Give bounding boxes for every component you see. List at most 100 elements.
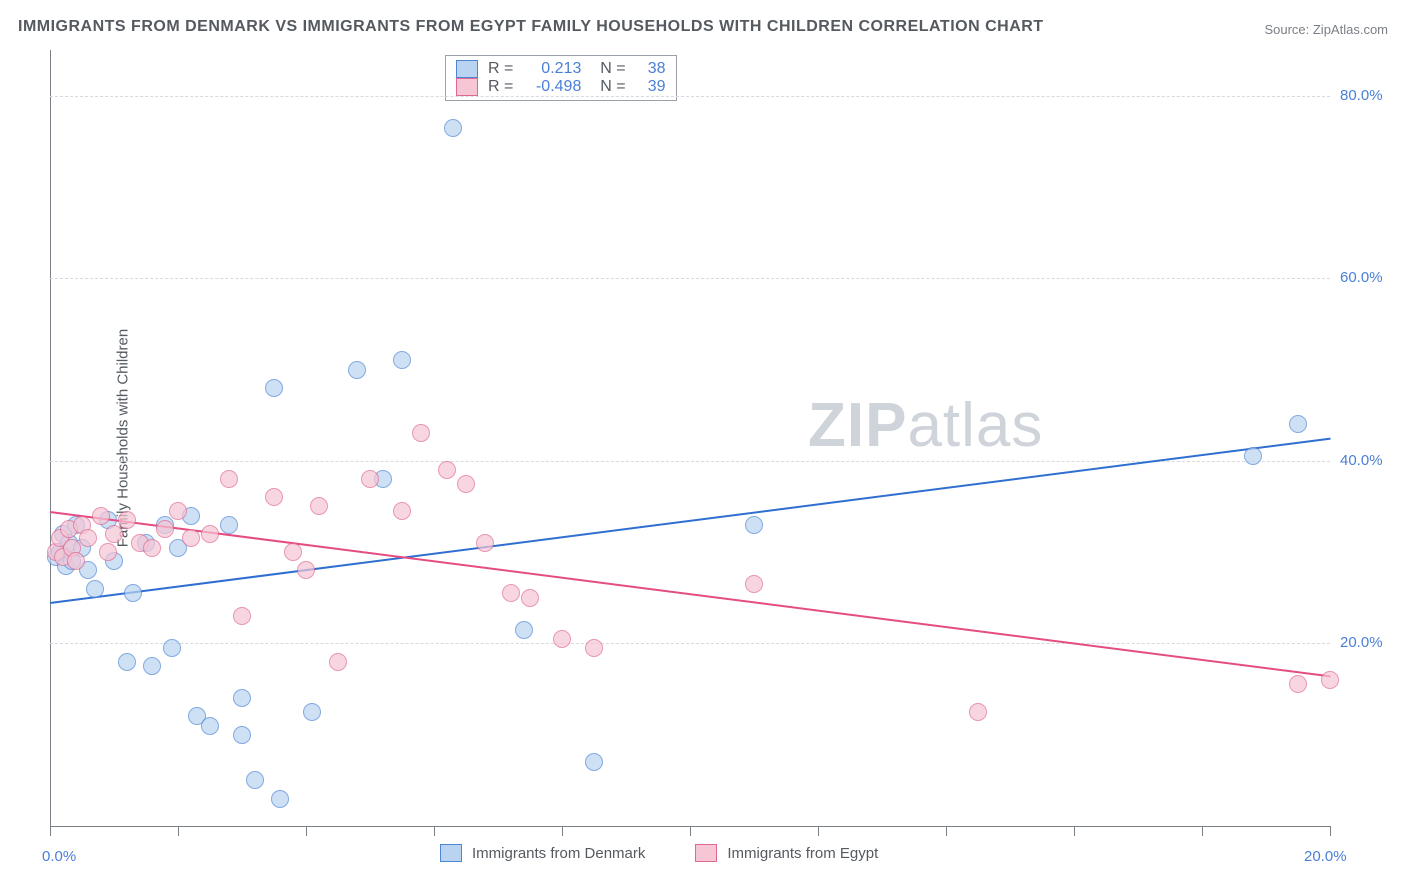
x-tick (818, 826, 819, 836)
x-tick-label: 0.0% (42, 848, 76, 865)
stat-r-value: 0.213 (523, 60, 581, 78)
scatter-point (233, 726, 251, 744)
x-tick (946, 826, 947, 836)
stat-r-value: -0.498 (523, 78, 581, 96)
source-credit: Source: ZipAtlas.com (1264, 22, 1388, 37)
legend-swatch (456, 60, 478, 78)
scatter-point (201, 717, 219, 735)
scatter-point (444, 119, 462, 137)
scatter-point (284, 543, 302, 561)
scatter-point (348, 361, 366, 379)
scatter-point (124, 584, 142, 602)
scatter-point (99, 543, 117, 561)
scatter-point (143, 657, 161, 675)
stat-n-value: 38 (636, 60, 666, 78)
x-tick (1330, 826, 1331, 836)
stat-n-value: 39 (636, 78, 666, 96)
scatter-point (585, 753, 603, 771)
scatter-point (361, 470, 379, 488)
legend-label: Immigrants from Denmark (472, 845, 645, 862)
legend-stat-row: R = 0.213 N = 38 (456, 60, 666, 78)
scatter-point (297, 561, 315, 579)
chart-title: IMMIGRANTS FROM DENMARK VS IMMIGRANTS FR… (18, 18, 1044, 36)
x-tick (1202, 826, 1203, 836)
scatter-point (182, 529, 200, 547)
legend-label: Immigrants from Egypt (727, 845, 878, 862)
scatter-point (163, 639, 181, 657)
scatter-point (265, 488, 283, 506)
legend-item: Immigrants from Egypt (695, 844, 878, 862)
x-tick (562, 826, 563, 836)
scatter-point (105, 525, 123, 543)
scatter-point (233, 689, 251, 707)
scatter-point (502, 584, 520, 602)
x-tick (1074, 826, 1075, 836)
scatter-point (1321, 671, 1339, 689)
scatter-point (201, 525, 219, 543)
legend-swatch (440, 844, 462, 862)
watermark-thin: atlas (907, 391, 1043, 460)
scatter-point (246, 771, 264, 789)
scatter-point (393, 502, 411, 520)
scatter-point (1289, 415, 1307, 433)
scatter-point (438, 461, 456, 479)
watermark: ZIPatlas (808, 390, 1043, 461)
scatter-point (118, 511, 136, 529)
watermark-bold: ZIP (808, 391, 907, 460)
scatter-point (303, 703, 321, 721)
legend-stat-row: R = -0.498 N = 39 (456, 78, 666, 96)
scatter-point (169, 502, 187, 520)
y-tick-label: 80.0% (1340, 87, 1383, 104)
legend-swatch (695, 844, 717, 862)
y-axis-line (50, 50, 51, 826)
x-tick (178, 826, 179, 836)
scatter-point (79, 529, 97, 547)
scatter-point (1244, 447, 1262, 465)
stat-r-label: R = (488, 78, 513, 96)
stat-n-label: N = (591, 60, 625, 78)
gridline (50, 278, 1330, 279)
y-tick-label: 20.0% (1340, 634, 1383, 651)
stat-r-label: R = (488, 60, 513, 78)
scatter-point (969, 703, 987, 721)
y-tick-label: 60.0% (1340, 269, 1383, 286)
x-tick (690, 826, 691, 836)
x-tick (50, 826, 51, 836)
scatter-point (143, 539, 161, 557)
x-tick-label: 20.0% (1304, 848, 1347, 865)
scatter-point (156, 520, 174, 538)
scatter-point (745, 575, 763, 593)
scatter-point (585, 639, 603, 657)
scatter-point (220, 470, 238, 488)
gridline (50, 643, 1330, 644)
scatter-point (393, 351, 411, 369)
scatter-point (220, 516, 238, 534)
scatter-point (412, 424, 430, 442)
scatter-point (521, 589, 539, 607)
scatter-point (86, 580, 104, 598)
scatter-point (553, 630, 571, 648)
series-legend: Immigrants from Denmark Immigrants from E… (440, 844, 878, 862)
scatter-point (1289, 675, 1307, 693)
scatter-point (67, 552, 85, 570)
scatter-point (92, 507, 110, 525)
scatter-point (265, 379, 283, 397)
scatter-point (271, 790, 289, 808)
scatter-point (329, 653, 347, 671)
legend-swatch (456, 78, 478, 96)
y-tick-label: 40.0% (1340, 452, 1383, 469)
stat-n-label: N = (591, 78, 625, 96)
x-tick (434, 826, 435, 836)
x-tick (306, 826, 307, 836)
scatter-point (118, 653, 136, 671)
scatter-point (457, 475, 475, 493)
gridline (50, 96, 1330, 97)
scatter-point (515, 621, 533, 639)
correlation-legend: R = 0.213 N = 38 R = -0.498 N = 39 (445, 55, 677, 101)
legend-item: Immigrants from Denmark (440, 844, 645, 862)
plot-area (50, 50, 1330, 826)
scatter-point (476, 534, 494, 552)
scatter-point (745, 516, 763, 534)
scatter-point (233, 607, 251, 625)
scatter-point (310, 497, 328, 515)
